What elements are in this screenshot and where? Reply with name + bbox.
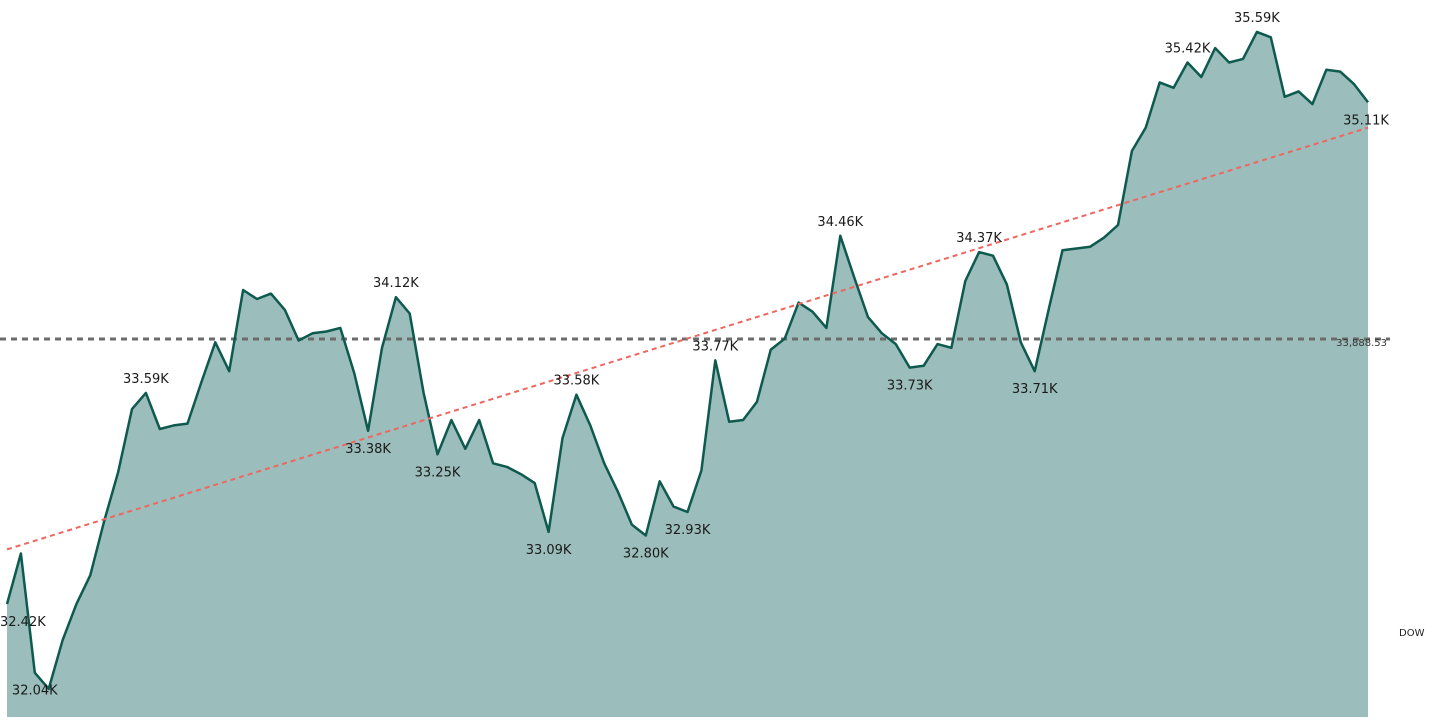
data-label: 33.71K	[1012, 382, 1058, 397]
data-label: 33.59K	[123, 372, 169, 387]
data-label: 34.37K	[956, 231, 1002, 246]
data-label: 34.12K	[373, 276, 419, 291]
data-label: 33.58K	[554, 374, 600, 389]
series-label: DOW	[1399, 628, 1425, 639]
data-label: 33.77K	[692, 339, 738, 354]
data-label: 32.80K	[623, 547, 669, 562]
data-label: 33.25K	[415, 465, 461, 480]
dow-area-fill	[7, 31, 1368, 717]
data-label: 33.38K	[345, 442, 391, 457]
data-labels: 32.42K 32.04K 33.59K 33.38K 34.12K 33.25K 33.0…	[0, 11, 1389, 699]
data-label: 35.59K	[1234, 11, 1280, 26]
data-label: 32.93K	[665, 523, 711, 538]
data-label: 33.09K	[526, 543, 572, 558]
data-label: 33.73K	[887, 379, 933, 394]
data-label: 35.11K	[1343, 113, 1389, 128]
plot-area	[0, 30, 1390, 717]
average-line-label: 33,888.53	[1336, 338, 1387, 349]
data-label: 32.04K	[12, 684, 58, 699]
data-label: 32.42K	[0, 615, 46, 630]
data-label: 34.46K	[817, 215, 863, 230]
trend-line	[6, 126, 1369, 551]
data-label: 35.42K	[1165, 42, 1211, 57]
dow-series-line	[5, 30, 1369, 691]
